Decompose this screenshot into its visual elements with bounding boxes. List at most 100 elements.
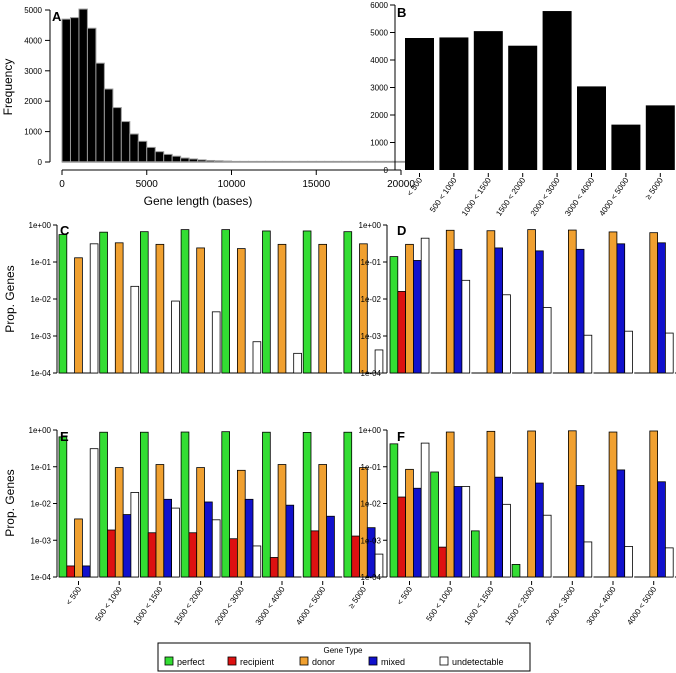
- bar-mixed: [616, 469, 626, 578]
- bar-recipient: [269, 557, 279, 578]
- bar-recipient: [310, 530, 320, 578]
- y-axis-label: Prop. Genes: [3, 469, 17, 536]
- x-tick-label: 2000 < 3000: [213, 585, 246, 627]
- x-tick-label: 5000: [136, 179, 159, 190]
- y-tick-label: 2000: [370, 111, 388, 120]
- legend-swatch-perfect: [164, 656, 174, 666]
- bar-undetectable: [130, 492, 140, 578]
- bar-mixed: [285, 504, 295, 578]
- histogram-bar: [137, 140, 148, 163]
- bar-donor: [74, 518, 83, 578]
- bar-undetectable: [252, 341, 262, 374]
- bar-mixed: [616, 243, 626, 374]
- bar-donor: [318, 464, 327, 578]
- bar-mixed: [412, 260, 422, 374]
- legend-label-undetectable: undetectable: [452, 657, 504, 667]
- x-tick-label: 3000 < 4000: [254, 585, 287, 627]
- bar-undetectable: [252, 545, 262, 578]
- bar-perfect: [343, 431, 353, 578]
- y-tick-label: 1e+00: [359, 426, 382, 435]
- panel-label: A: [52, 9, 62, 24]
- bar-undetectable: [665, 547, 674, 578]
- y-tick-label: 1e+00: [29, 426, 52, 435]
- bar-mixed: [366, 527, 376, 578]
- y-tick-label: 1e+00: [359, 221, 382, 230]
- bar-perfect: [470, 530, 480, 578]
- x-tick-label: 3000 < 4000: [563, 176, 596, 218]
- bar-perfect: [180, 229, 190, 374]
- bar-perfect: [99, 231, 108, 374]
- bar-donor: [568, 430, 577, 578]
- bar-donor: [359, 243, 368, 374]
- x-tick-label: ≥ 5000: [347, 585, 369, 611]
- panel-label: E: [60, 429, 69, 444]
- bar-donor: [649, 430, 658, 578]
- bar-donor: [236, 469, 246, 578]
- bar-donor: [405, 468, 414, 578]
- histogram-bar: [112, 107, 122, 163]
- bar-mixed: [494, 476, 503, 578]
- bar-recipient: [397, 291, 406, 374]
- y-tick-label: 3000: [24, 67, 42, 76]
- x-tick-label: 1500 < 2000: [494, 176, 527, 218]
- bar-donor: [114, 467, 124, 578]
- y-tick-label: 1e-04: [361, 573, 382, 582]
- bar-undetectable: [502, 294, 511, 374]
- legend-label-mixed: mixed: [381, 657, 405, 667]
- histogram-bar: [154, 151, 165, 163]
- x-tick-label: 2000 < 3000: [529, 176, 562, 218]
- bar-donor: [277, 243, 287, 374]
- panel-f: 1e-04 1e-03 1e-02 1e-01 1e+00 < 500 500 < 1000…: [359, 426, 676, 627]
- bar-donor: [236, 248, 246, 374]
- y-tick-label: 0: [384, 166, 389, 175]
- panel-label: C: [60, 223, 70, 238]
- y-tick-label: 1e-03: [361, 332, 382, 341]
- histogram-bar: [103, 88, 114, 163]
- legend-swatch-recipient: [227, 656, 237, 666]
- y-tick-label: 2000: [24, 97, 42, 106]
- x-tick-label: 1000 < 1500: [460, 176, 493, 218]
- bar: [611, 124, 641, 170]
- y-tick-label: 1e-01: [31, 463, 52, 472]
- histogram-bar: [86, 27, 97, 163]
- x-tick-label: 15000: [302, 179, 330, 190]
- bar-recipient: [397, 496, 406, 578]
- bar-undetectable: [89, 243, 99, 374]
- y-tick-label: 1e-04: [361, 369, 382, 378]
- bar-recipient: [147, 532, 157, 578]
- bar-undetectable: [130, 285, 140, 374]
- bar-mixed: [122, 514, 132, 578]
- bar-perfect: [262, 431, 271, 578]
- bar-donor: [445, 431, 455, 578]
- bar-undetectable: [171, 300, 180, 374]
- histogram-bar: [163, 153, 173, 163]
- x-axis-label: Gene length (bases): [144, 194, 253, 208]
- bar-donor: [155, 464, 165, 578]
- bar-donor: [196, 467, 205, 578]
- bar-perfect: [430, 471, 439, 578]
- bar-undetectable: [171, 507, 180, 578]
- bar-mixed: [326, 515, 335, 578]
- bar-mixed: [453, 248, 463, 374]
- bar-donor: [114, 242, 124, 374]
- bar-undetectable: [502, 503, 511, 578]
- bar-mixed: [657, 242, 666, 374]
- x-tick-label: 4000 < 5000: [625, 585, 658, 627]
- x-tick-label: 4000 < 5000: [294, 585, 327, 627]
- bar-donor: [527, 229, 536, 374]
- bar-donor: [405, 243, 414, 374]
- x-tick-label: 4000 < 5000: [598, 176, 631, 218]
- bar-perfect: [58, 436, 68, 578]
- bar-donor: [608, 231, 618, 374]
- histogram-bar: [120, 121, 131, 163]
- bar-undetectable: [542, 514, 552, 578]
- bar-undetectable: [374, 349, 384, 374]
- bar-donor: [568, 229, 577, 374]
- legend-swatch-donor: [299, 656, 309, 666]
- bar-undetectable: [293, 352, 302, 374]
- bar-undetectable: [211, 311, 221, 374]
- bar-perfect: [302, 230, 312, 374]
